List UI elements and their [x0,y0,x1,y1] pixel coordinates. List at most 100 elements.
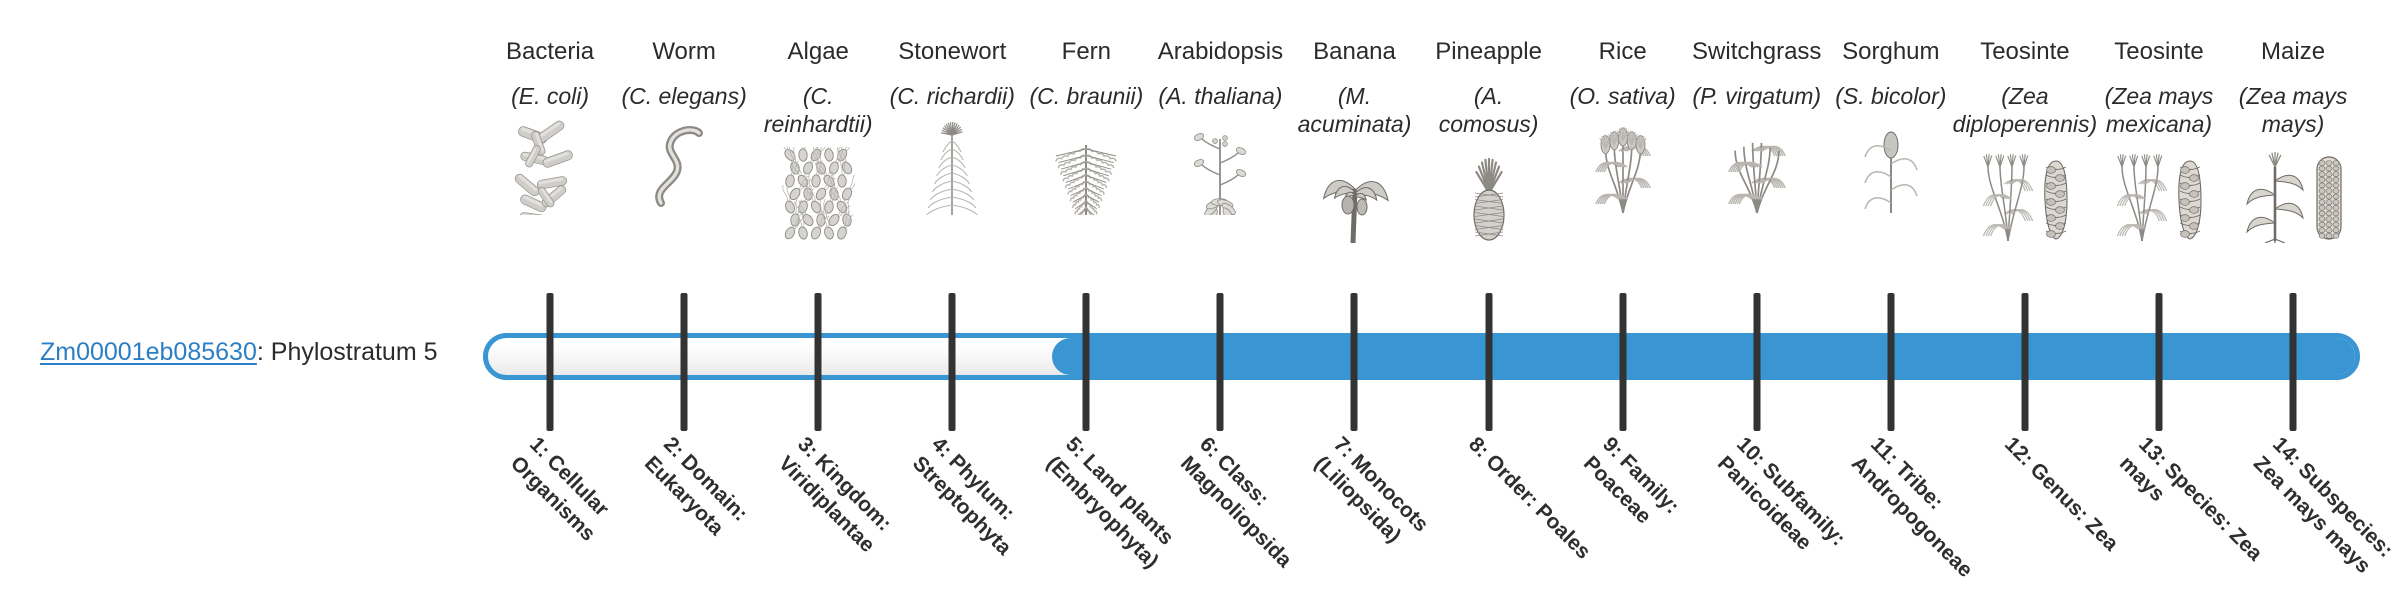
rank-name: Order: Poales [1476,445,1595,564]
species-column: Arabidopsis (A. thaliana) [1153,0,1287,215]
taxonomic-rank-label: 1: Cellular Organisms [504,432,661,589]
species-common-name: Stonewort [898,38,1007,65]
rank-name: Phylum: Streptophyta [908,445,1020,560]
rank-name: Family: Poaceae [1578,445,1684,529]
rank-name: Tribe: Andropogoneae [1846,451,1977,582]
taxonomic-rank-label: 13: Species: Zea mays [2113,432,2270,589]
rank-number: 8: [1463,432,1494,463]
progress-bar-track [483,333,2360,380]
species-illustration-group [1586,119,1660,215]
species-common-name: Bacteria [506,38,595,65]
rank-name: Class: Magnoliopsida [1176,445,1297,572]
taxonomic-rank-label: 14: Subspecies: Zea mays mays [2247,432,2400,589]
species-scientific-name: (A. comosus) [1438,83,1539,137]
stonewort-illustration [915,119,989,215]
species-column: Teosinte (Zea diploperennis) [1953,0,2097,243]
phylostratum-progress-bar[interactable] [483,333,2360,380]
species-column: Stonewort (C. richardii) [885,0,1019,215]
species-column: Worm (C. elegans) [617,0,751,215]
gene-phylostratum-label: Zm00001eb085630: Phylostratum 5 [40,338,438,367]
gene-label-separator: : [256,338,271,366]
taxonomic-rank-label: 2: Domain: Eukaryota [638,432,795,589]
species-column-band: Bacteria (E. coli) Worm (C. elegans) Algae (C… [483,0,2360,310]
species-common-name: Switchgrass [1692,38,1822,65]
species-common-name: Arabidopsis [1157,38,1284,65]
algae-cells-illustration [781,146,856,243]
maize-plant-illustration [2241,147,2309,243]
species-illustration-group [513,119,587,215]
species-common-name: Teosinte [1980,38,2070,65]
rank-number: 4: [927,432,957,463]
species-column: Teosinte (Zea mays mexicana) [2092,0,2226,243]
taxonomic-rank-label: 9: Family: Poaceae [1577,432,1734,589]
rank-number: 7: [1329,432,1359,463]
phylostratum-value: Phylostratum 5 [270,338,438,366]
species-common-name: Fern [1061,38,1112,65]
species-common-name: Teosinte [2114,38,2204,65]
species-scientific-name: (Zea mays mays) [2238,83,2348,137]
sorghum-illustration [1854,119,1928,215]
rank-number: 2: [659,432,689,463]
species-scientific-name: (Zea diploperennis) [1952,83,2098,137]
species-column: Algae (C. reinhardtii) [751,0,885,243]
species-illustration-group [1854,119,1928,215]
rank-name: Domain: Eukaryota [640,445,753,540]
species-scientific-name: (E. coli) [511,83,590,110]
species-illustration-group [1183,119,1257,215]
gene-id-link[interactable]: Zm00001eb085630 [40,338,257,366]
species-scientific-name: (M. acuminata) [1297,83,1412,137]
rank-number: 3: [793,432,823,463]
taxonomic-rank-label: 3: Kingdom: Viridiplantae [772,432,929,589]
teosinte-ear-illustration [2041,147,2073,243]
species-scientific-name: (C. elegans) [621,83,747,110]
taxonomic-rank-label: 5: Land plants (Embryophyta) [1040,432,1197,589]
species-column: Pineapple (A. comosus) [1422,0,1556,243]
taxonomic-rank-label: 8: Order: Poales [1462,432,1600,570]
rank-name: Subfamily: Panicoideae [1712,451,1850,555]
rank-number: 10: [1731,432,1770,471]
species-scientific-name: (P. virgatum) [1692,83,1822,110]
fern-frond-illustration [1049,119,1123,215]
bacteria-rods-illustration [513,119,587,215]
species-scientific-name: (O. sativa) [1569,83,1676,110]
taxonomic-rank-label: 11: Tribe: Andropogoneae [1845,432,2002,589]
rice-plant-illustration [1586,119,1660,215]
switchgrass-illustration [1720,119,1794,215]
teosinte-ear-illustration [2175,147,2207,243]
species-illustration-group [1049,119,1123,215]
species-common-name: Pineapple [1435,38,1542,65]
species-illustration-group [781,146,856,243]
species-column: Rice (O. sativa) [1556,0,1690,215]
rank-number: 12: [1999,432,2038,471]
species-illustration-group [1976,147,2073,243]
rank-name: Land plants (Embryophyta) [1042,445,1179,573]
species-column: Maize (Zea mays mays) [2226,0,2360,243]
species-common-name: Rice [1598,38,1647,65]
species-scientific-name: (C. reinhardtii) [763,83,873,137]
rank-name: Cellular Organisms [506,445,614,546]
banana-plant-illustration [1318,147,1392,243]
taxonomic-rank-labels: 1: Cellular Organisms 2: Domain: Eukaryot… [483,432,2397,582]
species-common-name: Algae [787,38,849,65]
rank-number: 11: [1865,432,1903,470]
species-scientific-name: (C. richardii) [889,83,1015,110]
species-column: Sorghum (S. bicolor) [1824,0,1958,215]
arabidopsis-illustration [1183,119,1257,215]
taxonomic-rank-label: 4: Phylum: Streptophyta [906,432,1063,589]
taxonomic-rank-label: 12: Genus: Zea [1998,432,2136,570]
species-illustration-group [915,119,989,215]
species-illustration-group [1318,147,1392,243]
species-common-name: Banana [1313,38,1396,65]
rank-name: Genus: Zea [2021,454,2123,556]
species-common-name: Worm [652,38,716,65]
species-column: Fern (C. braunii) [1019,0,1153,215]
taxonomic-rank-label: 7: Monocots (Liliopsida) [1308,432,1465,589]
teosinte-plant-illustration [2110,147,2172,243]
species-illustration-group [1720,119,1794,215]
species-scientific-name: (A. thaliana) [1158,83,1283,110]
rank-number: 13: [2133,432,2172,471]
taxonomic-rank-label: 10: Subfamily: Panicoideae [1711,432,1868,589]
rank-number: 14: [2267,432,2306,471]
species-column: Bacteria (E. coli) [483,0,617,215]
